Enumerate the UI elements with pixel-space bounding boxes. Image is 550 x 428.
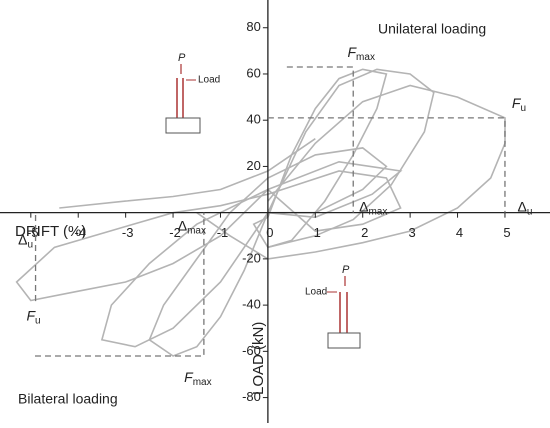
symbol: Δ — [359, 198, 368, 214]
inset-force: P — [178, 52, 186, 64]
force-label: Fmax — [347, 44, 374, 63]
subscript: u — [527, 206, 533, 217]
subscript: u — [520, 103, 526, 114]
x-tick-label: 5 — [503, 225, 510, 240]
subscript: max — [193, 377, 212, 388]
subscript: max — [187, 225, 206, 236]
hysteresis-curve — [196, 84, 506, 260]
inset-load: Load — [198, 75, 220, 86]
x-tick-label: 4 — [456, 225, 463, 240]
reference-line — [267, 117, 506, 213]
drift-label: Δmax — [359, 198, 387, 217]
force-label: Fu — [512, 95, 526, 114]
y-axis-label: LOAD (kN) — [250, 322, 267, 395]
hysteresis-curve — [267, 68, 435, 249]
hysteresis-curve — [100, 160, 403, 348]
y-tick-label: 80 — [246, 19, 260, 34]
annotation: Bilateral loading — [18, 391, 118, 407]
y-tick-label: -80 — [242, 389, 261, 404]
y-tick-label: 40 — [246, 112, 260, 127]
reference-line — [35, 212, 205, 357]
subscript: u — [27, 239, 33, 250]
y-tick-label: -20 — [242, 250, 261, 265]
symbol: Δ — [178, 217, 187, 233]
y-tick-label: -60 — [242, 343, 261, 358]
y-tick-label: -40 — [242, 297, 261, 312]
hysteresis-curve — [148, 147, 388, 357]
symbol: F — [347, 44, 357, 60]
inset-unilateral: P Load — [165, 52, 220, 134]
x-tick-label: 0 — [266, 225, 273, 240]
x-tick-label: -4 — [74, 225, 86, 240]
y-tick-label: 20 — [246, 158, 260, 173]
reference-line — [34, 212, 37, 302]
base — [327, 332, 361, 349]
inset-load: Load — [305, 287, 327, 298]
x-tick-label: -3 — [122, 225, 134, 240]
x-tick-label: -5 — [27, 225, 39, 240]
symbol: Δ — [517, 198, 526, 214]
hysteresis-curve — [15, 170, 402, 302]
drift-label: Δu — [517, 198, 532, 217]
annotation: Unilateral loading — [378, 21, 486, 37]
reference-line — [286, 66, 354, 213]
base — [165, 117, 201, 134]
x-tick-label: 3 — [409, 225, 416, 240]
drift-label: Δu — [18, 231, 33, 250]
symbol: F — [26, 307, 36, 323]
drift-label: Δmax — [178, 217, 206, 236]
x-tick-label: -2 — [169, 225, 181, 240]
x-tick-label: 2 — [361, 225, 368, 240]
x-axis-label: DRIFT (%) — [15, 223, 86, 240]
force-label: Fmax — [184, 369, 211, 388]
hysteresis-curve — [59, 138, 316, 209]
symbol: Δ — [18, 231, 27, 247]
subscript: max — [368, 206, 387, 217]
hysteresis-curve — [252, 68, 388, 249]
x-tick-label: -1 — [217, 225, 229, 240]
inset-bilateral: P Load — [305, 264, 361, 349]
inset-force: P — [342, 264, 350, 276]
y-tick-label: 60 — [246, 65, 260, 80]
symbol: F — [512, 95, 522, 111]
subscript: max — [356, 52, 375, 63]
subscript: u — [35, 315, 41, 326]
symbol: F — [184, 369, 194, 385]
x-tick-label: 1 — [314, 225, 321, 240]
force-label: Fu — [26, 307, 40, 326]
